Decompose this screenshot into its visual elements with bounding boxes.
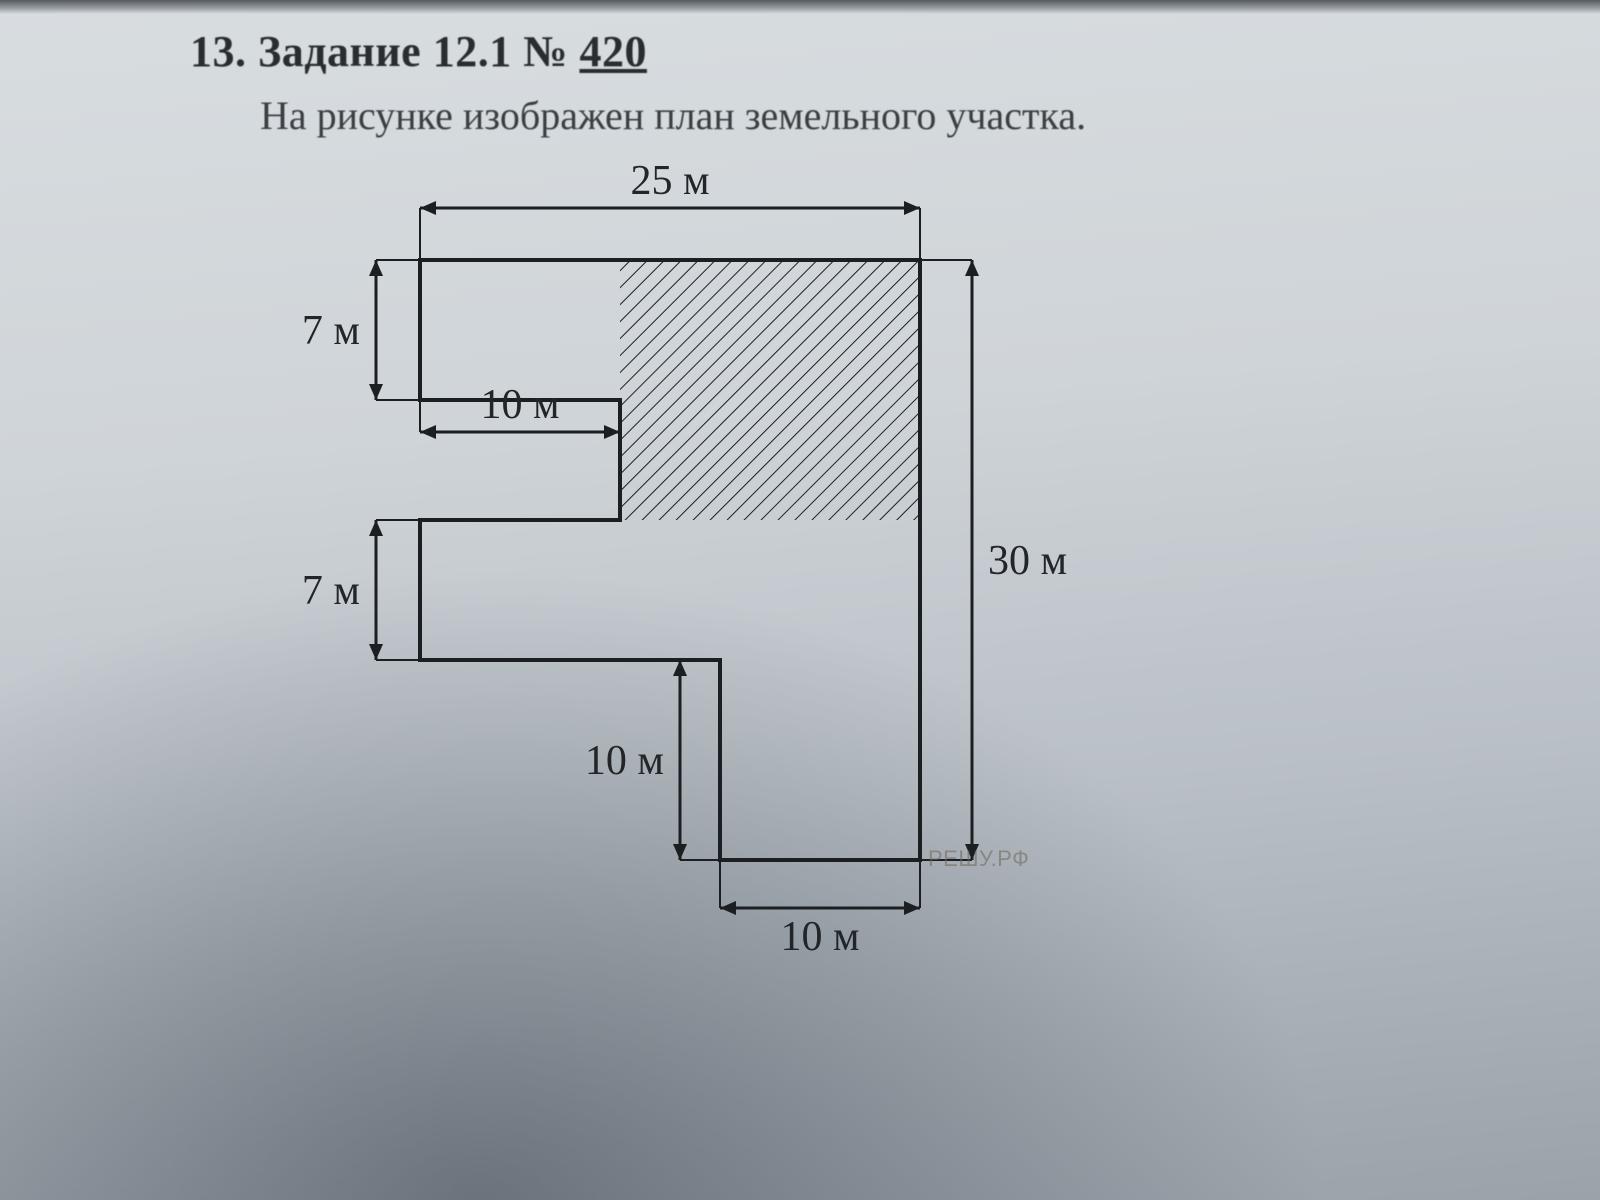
watermark-text: РЕШУ.РФ <box>928 846 1029 871</box>
dimension-top25: 25 м <box>420 160 920 260</box>
task-subtitle: На рисунке изображен план земельного уча… <box>260 92 1086 139</box>
task-heading-prefix: 13. Задание 12.1 № <box>190 27 568 76</box>
dimension-label-bot10: 10 м <box>780 914 859 960</box>
dimension-left7a: 7 м <box>302 260 420 400</box>
dimension-label-top25: 25 м <box>630 160 709 204</box>
dimension-label-right30: 30 м <box>988 538 1067 584</box>
hatched-region <box>620 260 920 520</box>
page-edge <box>0 0 1600 14</box>
dimension-left7b: 7 м <box>302 520 420 660</box>
dimension-label-left7b: 7 м <box>302 568 360 614</box>
dimension-label-left7a: 7 м <box>302 308 360 354</box>
dimension-bot10: 10 м <box>720 860 920 960</box>
dimension-step10v: 10 м <box>585 660 720 860</box>
land-plot-diagram: 25 м 7 м 10 м 7 м 30 м 10 м 10 м РЕШУ.РФ <box>170 160 1230 1040</box>
task-heading: 13. Задание 12.1 № 420 <box>190 26 647 77</box>
dimension-right30: 30 м <box>920 260 1067 860</box>
task-number: 420 <box>579 27 647 76</box>
plot-group <box>420 260 920 860</box>
dimension-label-step10v: 10 м <box>585 738 664 784</box>
dimension-label-mid10: 10 м <box>480 382 559 428</box>
dimension-mid10: 10 м <box>420 382 620 439</box>
